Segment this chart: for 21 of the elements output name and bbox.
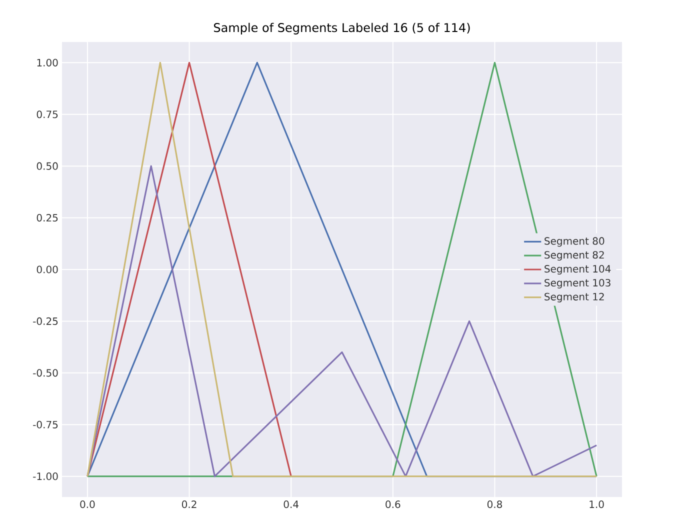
y-tick-label: -0.50 — [33, 369, 58, 377]
legend-label: Segment 12 — [544, 292, 604, 302]
x-tick-label: 0.2 — [182, 500, 196, 508]
y-tick-label: 0.25 — [36, 214, 58, 222]
y-tick-label: -0.25 — [33, 317, 58, 325]
y-tick-label: -0.75 — [33, 420, 58, 428]
y-tick-label: 0.75 — [36, 110, 58, 118]
chart-title: Sample of Segments Labeled 16 (5 of 114) — [214, 22, 470, 34]
legend-label: Segment 82 — [544, 251, 604, 261]
y-tick-label: 1.00 — [37, 58, 58, 66]
x-tick-label: 0.0 — [80, 500, 95, 508]
legend-label: Segment 104 — [544, 265, 611, 275]
legend-label: Segment 80 — [544, 237, 604, 247]
y-tick-label: 0.00 — [36, 266, 58, 274]
x-tick-label: 0.6 — [386, 500, 400, 508]
x-tick-label: 0.4 — [284, 500, 298, 508]
x-tick-label: 1.0 — [590, 500, 604, 508]
y-tick-label: -1.00 — [33, 472, 58, 480]
x-tick-label: 0.8 — [487, 500, 502, 508]
y-tick-label: 0.50 — [36, 162, 58, 170]
legend-label: Segment 103 — [544, 278, 610, 288]
